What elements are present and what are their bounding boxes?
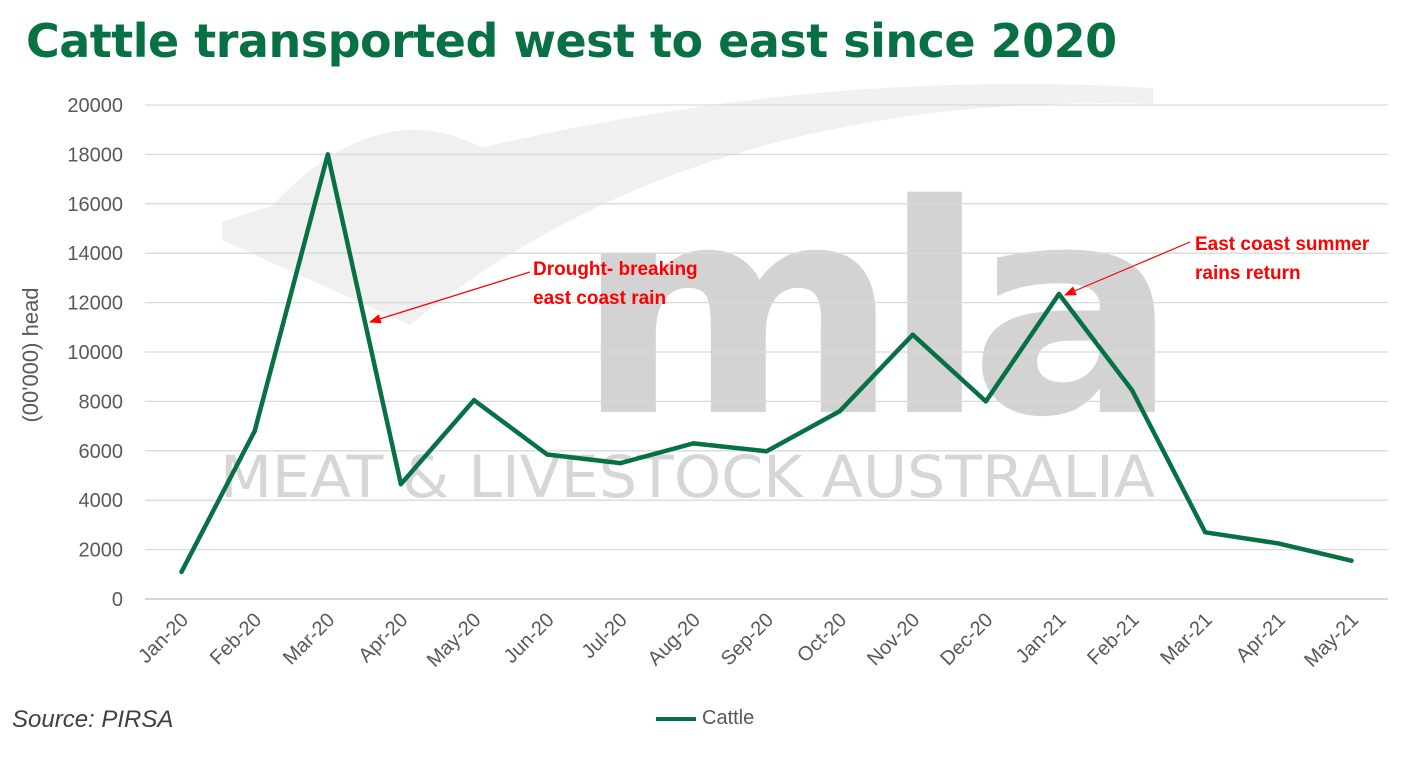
legend-swatch-cattle xyxy=(656,716,696,721)
data-point xyxy=(1129,388,1135,393)
x-tick-label: Apr-21 xyxy=(1232,609,1290,667)
annotations: Drought- breaking east coast rain East coa… xyxy=(368,234,1370,324)
data-point xyxy=(544,452,550,457)
data-point xyxy=(325,152,330,157)
y-tick-label: 10000 xyxy=(67,342,123,364)
x-tick-label: Mar-21 xyxy=(1156,609,1216,669)
data-point xyxy=(691,441,696,446)
y-tick-label: 0 xyxy=(112,589,123,611)
series-cattle xyxy=(179,152,1354,575)
data-point xyxy=(1056,291,1062,297)
data-point xyxy=(1349,558,1354,563)
x-tick-label: Sep-20 xyxy=(717,609,778,670)
x-tick-label: May-20 xyxy=(423,609,486,672)
y-axis-label: (00'000) head xyxy=(18,287,43,422)
y-tick-label: 6000 xyxy=(79,441,124,463)
y-tick-label: 2000 xyxy=(79,540,124,562)
y-tick-label: 14000 xyxy=(67,243,123,265)
annotation-text: Drought- breaking xyxy=(533,259,698,280)
y-axis: 0 2000 4000 6000 8000 10000 12000 14000 16000 180… xyxy=(67,95,123,611)
x-tick-label: Jul-20 xyxy=(578,609,632,663)
x-tick-label: Dec-20 xyxy=(936,609,997,670)
data-point xyxy=(471,397,477,403)
data-point xyxy=(252,428,257,434)
y-tick-label: 18000 xyxy=(67,144,123,166)
data-point xyxy=(837,409,842,414)
x-tick-label: Aug-20 xyxy=(644,609,705,670)
annotation-arrow xyxy=(368,271,531,324)
x-tick-label: Apr-20 xyxy=(354,609,412,667)
source-note: Source: PIRSA xyxy=(12,706,174,733)
y-tick-label: 16000 xyxy=(67,194,123,216)
x-tick-label: Oct-20 xyxy=(793,609,851,667)
data-point xyxy=(398,481,404,487)
y-tick-label: 12000 xyxy=(67,293,123,315)
x-axis: Jan-20 Feb-20 Mar-20 Apr-20 May-20 Jun-20 Jul-… xyxy=(134,609,1363,672)
data-point xyxy=(179,569,184,575)
data-point xyxy=(1276,541,1281,546)
x-tick-label: Jan-21 xyxy=(1012,609,1071,668)
annotation-text: rains return xyxy=(1195,263,1301,284)
data-point xyxy=(910,332,915,337)
data-point xyxy=(764,449,769,454)
y-tick-label: 4000 xyxy=(79,490,124,512)
grid-lines xyxy=(145,104,1388,600)
x-tick-label: Jun-20 xyxy=(500,609,559,668)
annotation-text: east coast rain xyxy=(533,288,666,309)
annotation-arrow xyxy=(1063,241,1191,296)
data-point xyxy=(983,399,989,404)
y-tick-label: 20000 xyxy=(67,95,123,117)
data-point xyxy=(1203,530,1208,535)
x-tick-label: Nov-20 xyxy=(863,609,924,670)
legend-label-cattle: Cattle xyxy=(702,707,755,729)
y-tick-label: 8000 xyxy=(79,391,124,413)
x-tick-label: Mar-20 xyxy=(279,609,339,669)
annotation-text: East coast summer xyxy=(1195,234,1370,255)
x-tick-label: Feb-20 xyxy=(206,609,266,669)
legend: Cattle xyxy=(656,707,754,730)
x-tick-label: Jan-20 xyxy=(134,609,193,668)
watermark-logo-text: mla xyxy=(575,144,1160,481)
data-point xyxy=(618,460,623,466)
chart-title: Cattle transported west to east since 20… xyxy=(26,14,1117,68)
x-tick-label: Feb-21 xyxy=(1083,609,1143,669)
x-tick-label: May-21 xyxy=(1300,609,1363,672)
